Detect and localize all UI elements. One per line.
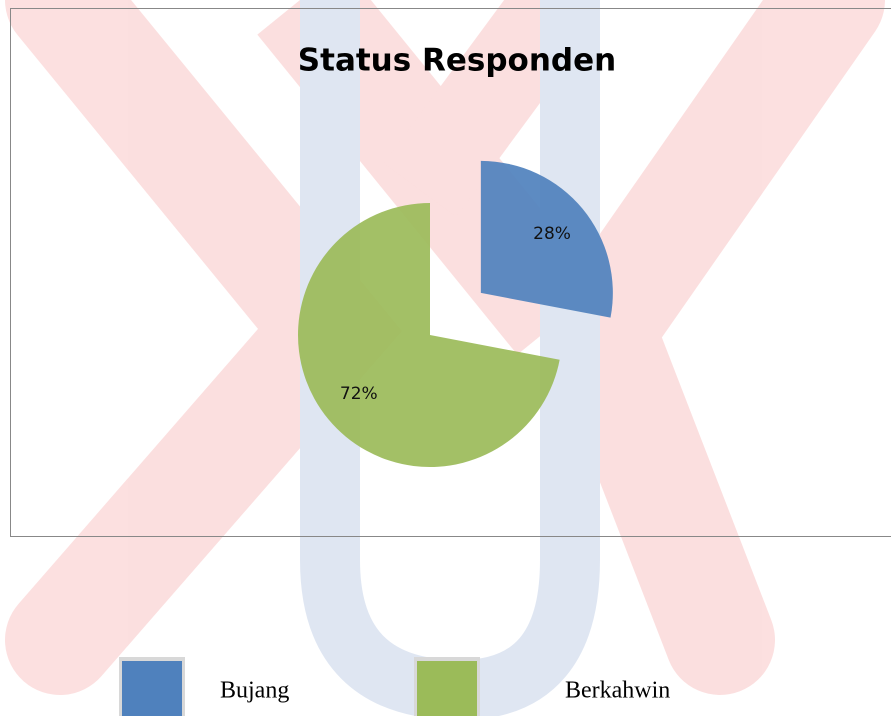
legend-swatch <box>417 661 477 716</box>
value-label: 28% <box>533 224 571 244</box>
legend-label: Berkahwin <box>565 678 670 704</box>
watermark-stroke <box>538 0 885 695</box>
watermark-stroke <box>383 0 597 217</box>
legend-swatch <box>122 661 182 716</box>
legend: Bujang Berkahwin <box>119 657 670 716</box>
chart-title: Status Responden <box>298 43 616 79</box>
watermark-stroke <box>5 0 402 695</box>
pie-slice <box>480 160 613 318</box>
pie-slice <box>298 203 560 467</box>
legend-label: Bujang <box>220 678 289 704</box>
value-label: 72% <box>340 384 378 404</box>
pie: 28% 72% <box>298 160 613 467</box>
chart-frame <box>10 8 891 537</box>
